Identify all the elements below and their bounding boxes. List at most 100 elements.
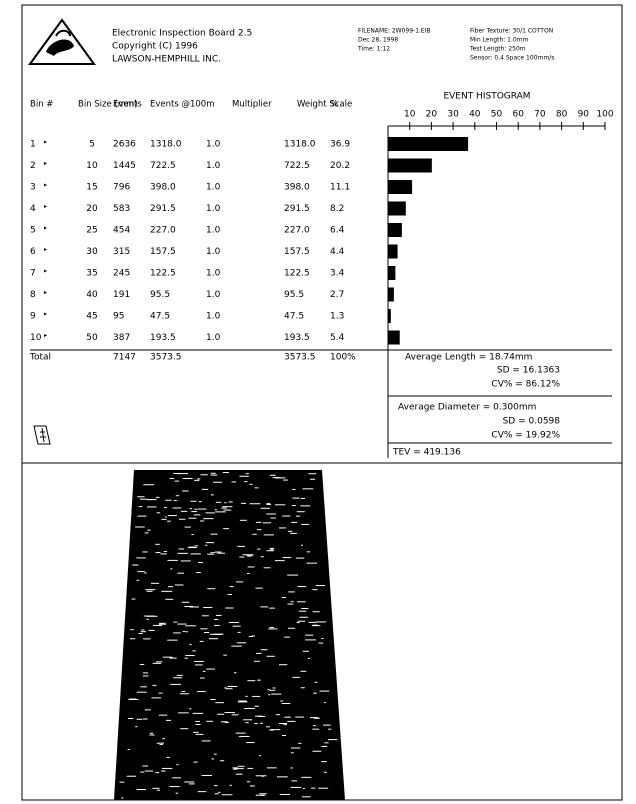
x-tick-label: 30 bbox=[447, 110, 459, 120]
speck bbox=[203, 671, 206, 672]
speck bbox=[145, 532, 149, 533]
speck bbox=[174, 500, 177, 501]
speck bbox=[179, 548, 184, 549]
speck bbox=[147, 506, 156, 507]
info: FILENAME: 2W099-1.EIB bbox=[358, 28, 431, 35]
row-marker: ▸ bbox=[44, 246, 47, 253]
speck bbox=[151, 583, 159, 584]
speck bbox=[298, 621, 305, 622]
speck bbox=[165, 517, 167, 518]
speck bbox=[224, 502, 226, 503]
speck bbox=[156, 552, 161, 553]
cell: 398.0 bbox=[284, 183, 310, 193]
speck bbox=[202, 740, 211, 741]
histogram-bar bbox=[388, 331, 400, 345]
x-tick-label: 10 bbox=[404, 110, 416, 120]
column-header: Multiplier bbox=[232, 100, 272, 110]
speck bbox=[288, 591, 295, 592]
speck bbox=[215, 511, 226, 512]
histogram-bar bbox=[388, 245, 398, 259]
speck bbox=[177, 473, 188, 474]
speck bbox=[246, 473, 249, 474]
speck bbox=[295, 717, 304, 718]
speck bbox=[172, 507, 181, 508]
speck bbox=[198, 562, 203, 563]
speck bbox=[258, 716, 265, 717]
speck bbox=[267, 767, 277, 768]
speck bbox=[299, 611, 306, 612]
speck bbox=[169, 478, 174, 479]
speck bbox=[185, 631, 188, 632]
speck bbox=[291, 601, 294, 602]
speck bbox=[156, 497, 160, 498]
speck bbox=[135, 526, 145, 527]
company: LAWSON-HEMPHILL INC. bbox=[112, 55, 221, 65]
speck bbox=[291, 780, 297, 781]
speck bbox=[268, 694, 270, 695]
speck bbox=[195, 721, 200, 722]
speck bbox=[224, 712, 235, 713]
row-marker: ▸ bbox=[44, 160, 47, 167]
column-header: Weight Scale bbox=[297, 100, 352, 110]
speck bbox=[226, 688, 233, 689]
total-cell: 3573.5 bbox=[284, 353, 316, 363]
cell: 15 bbox=[86, 183, 97, 193]
cell: 35 bbox=[86, 269, 97, 279]
total-cell: 3573.5 bbox=[150, 353, 182, 363]
speck bbox=[270, 548, 275, 549]
speck bbox=[183, 631, 185, 632]
speck bbox=[236, 581, 243, 582]
row-marker: ▸ bbox=[44, 289, 47, 296]
speck bbox=[254, 661, 260, 662]
histogram-bar bbox=[388, 223, 402, 237]
speck bbox=[234, 672, 236, 673]
speck bbox=[245, 696, 247, 697]
row-marker: ▸ bbox=[44, 225, 47, 232]
speck bbox=[166, 720, 171, 721]
speck bbox=[199, 501, 202, 502]
speck bbox=[297, 622, 300, 623]
speck bbox=[249, 636, 253, 637]
speck bbox=[143, 638, 150, 639]
cell: 95 bbox=[113, 312, 124, 322]
speck bbox=[210, 699, 215, 700]
speck bbox=[159, 715, 167, 716]
speck bbox=[176, 764, 178, 765]
speck bbox=[152, 788, 159, 789]
speck bbox=[247, 680, 255, 681]
speck bbox=[246, 742, 254, 743]
speck bbox=[303, 788, 305, 789]
speck bbox=[314, 682, 317, 683]
speck bbox=[213, 482, 222, 483]
speck bbox=[313, 611, 320, 612]
cell: 1318.0 bbox=[150, 140, 182, 150]
speck bbox=[128, 718, 133, 719]
speck bbox=[290, 767, 293, 768]
cell: 1445 bbox=[113, 161, 136, 171]
speck bbox=[142, 765, 148, 766]
row-marker: ▸ bbox=[44, 332, 47, 339]
cell: 454 bbox=[113, 226, 130, 236]
speck bbox=[162, 738, 165, 739]
speck bbox=[324, 702, 326, 703]
row-marker: ▸ bbox=[44, 182, 47, 189]
speck bbox=[229, 501, 233, 502]
speck bbox=[195, 664, 203, 665]
cell: 3 bbox=[30, 183, 36, 193]
speck bbox=[196, 572, 201, 573]
speck bbox=[292, 677, 299, 678]
speck bbox=[240, 520, 247, 521]
speck bbox=[180, 728, 188, 729]
column-header: Bin # bbox=[30, 100, 53, 110]
speck bbox=[198, 791, 206, 792]
speck bbox=[239, 557, 244, 558]
cell: 8 bbox=[30, 290, 36, 300]
speck bbox=[209, 638, 218, 639]
stat: SD = 0.0598 bbox=[503, 417, 561, 427]
speck bbox=[282, 703, 291, 704]
speck bbox=[202, 615, 209, 616]
speck bbox=[206, 542, 214, 543]
speck bbox=[223, 528, 229, 529]
speck bbox=[161, 771, 166, 772]
speck bbox=[324, 742, 328, 743]
